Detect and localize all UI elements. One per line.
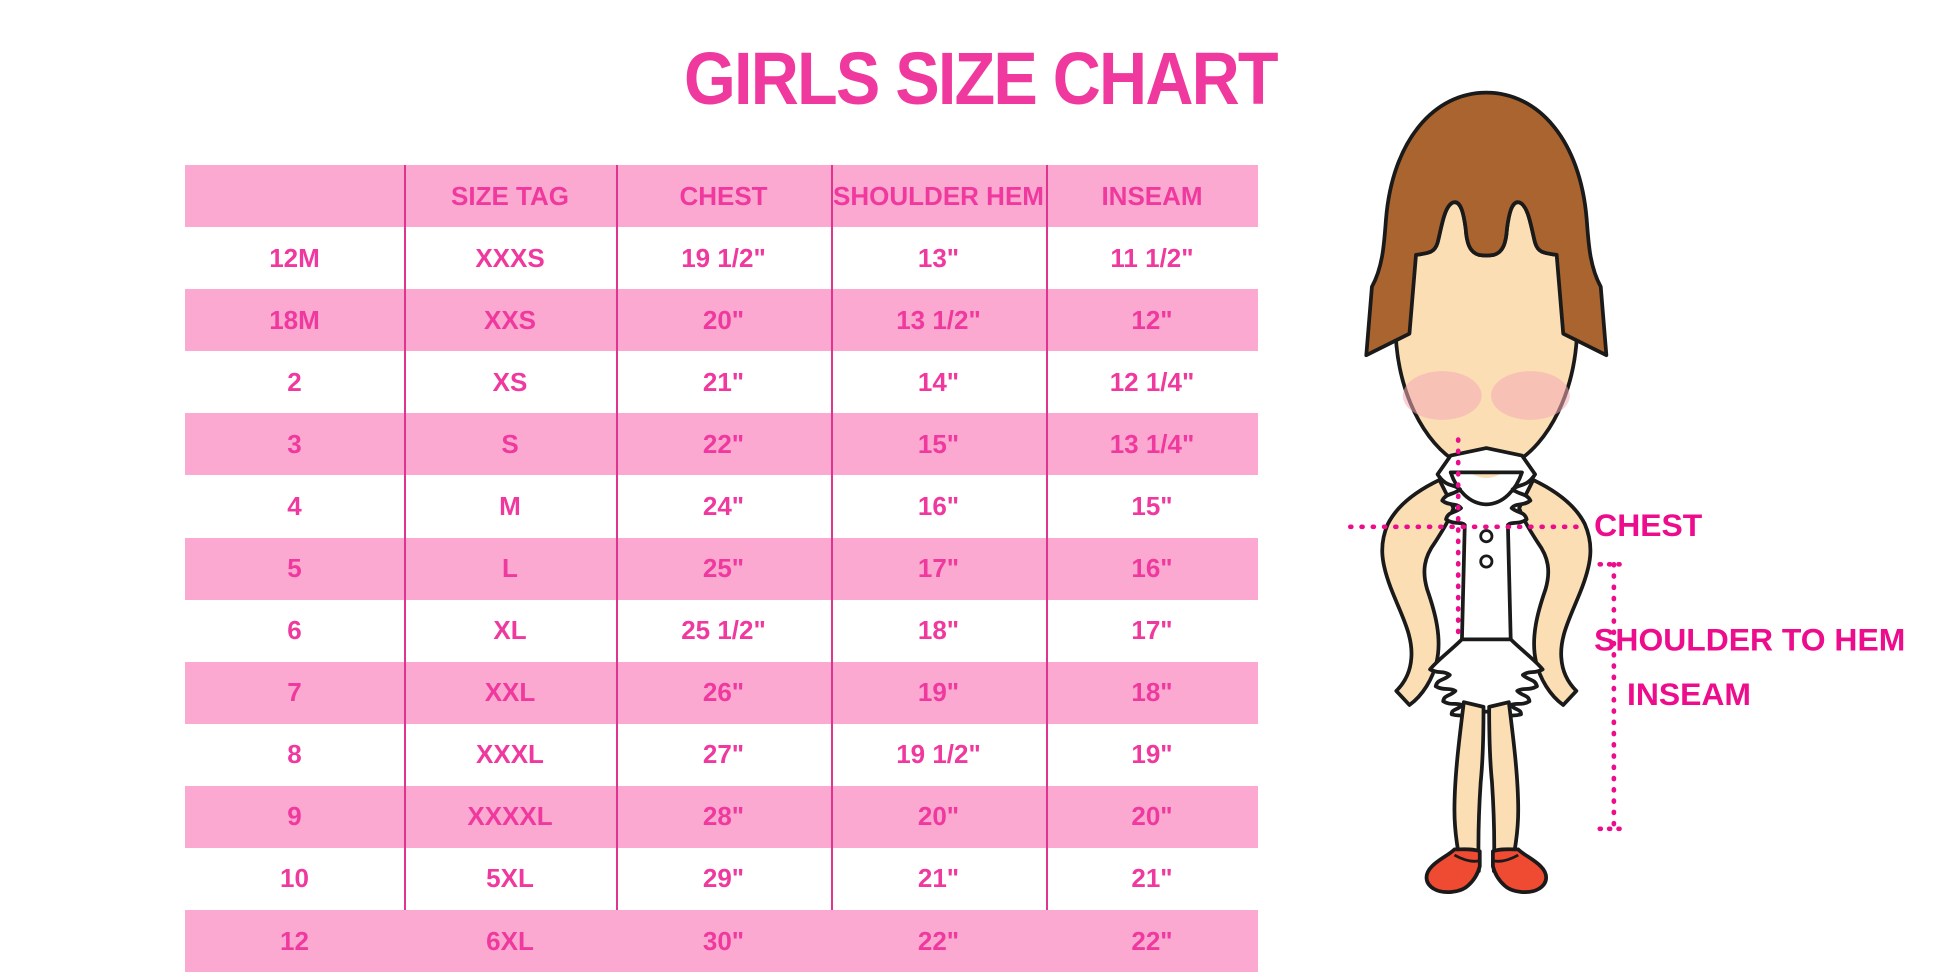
svg-text:SHOULDER TO HEM: SHOULDER TO HEM xyxy=(1594,622,1905,658)
svg-text:CHEST: CHEST xyxy=(1594,508,1703,544)
svg-text:INSEAM: INSEAM xyxy=(1627,676,1751,712)
